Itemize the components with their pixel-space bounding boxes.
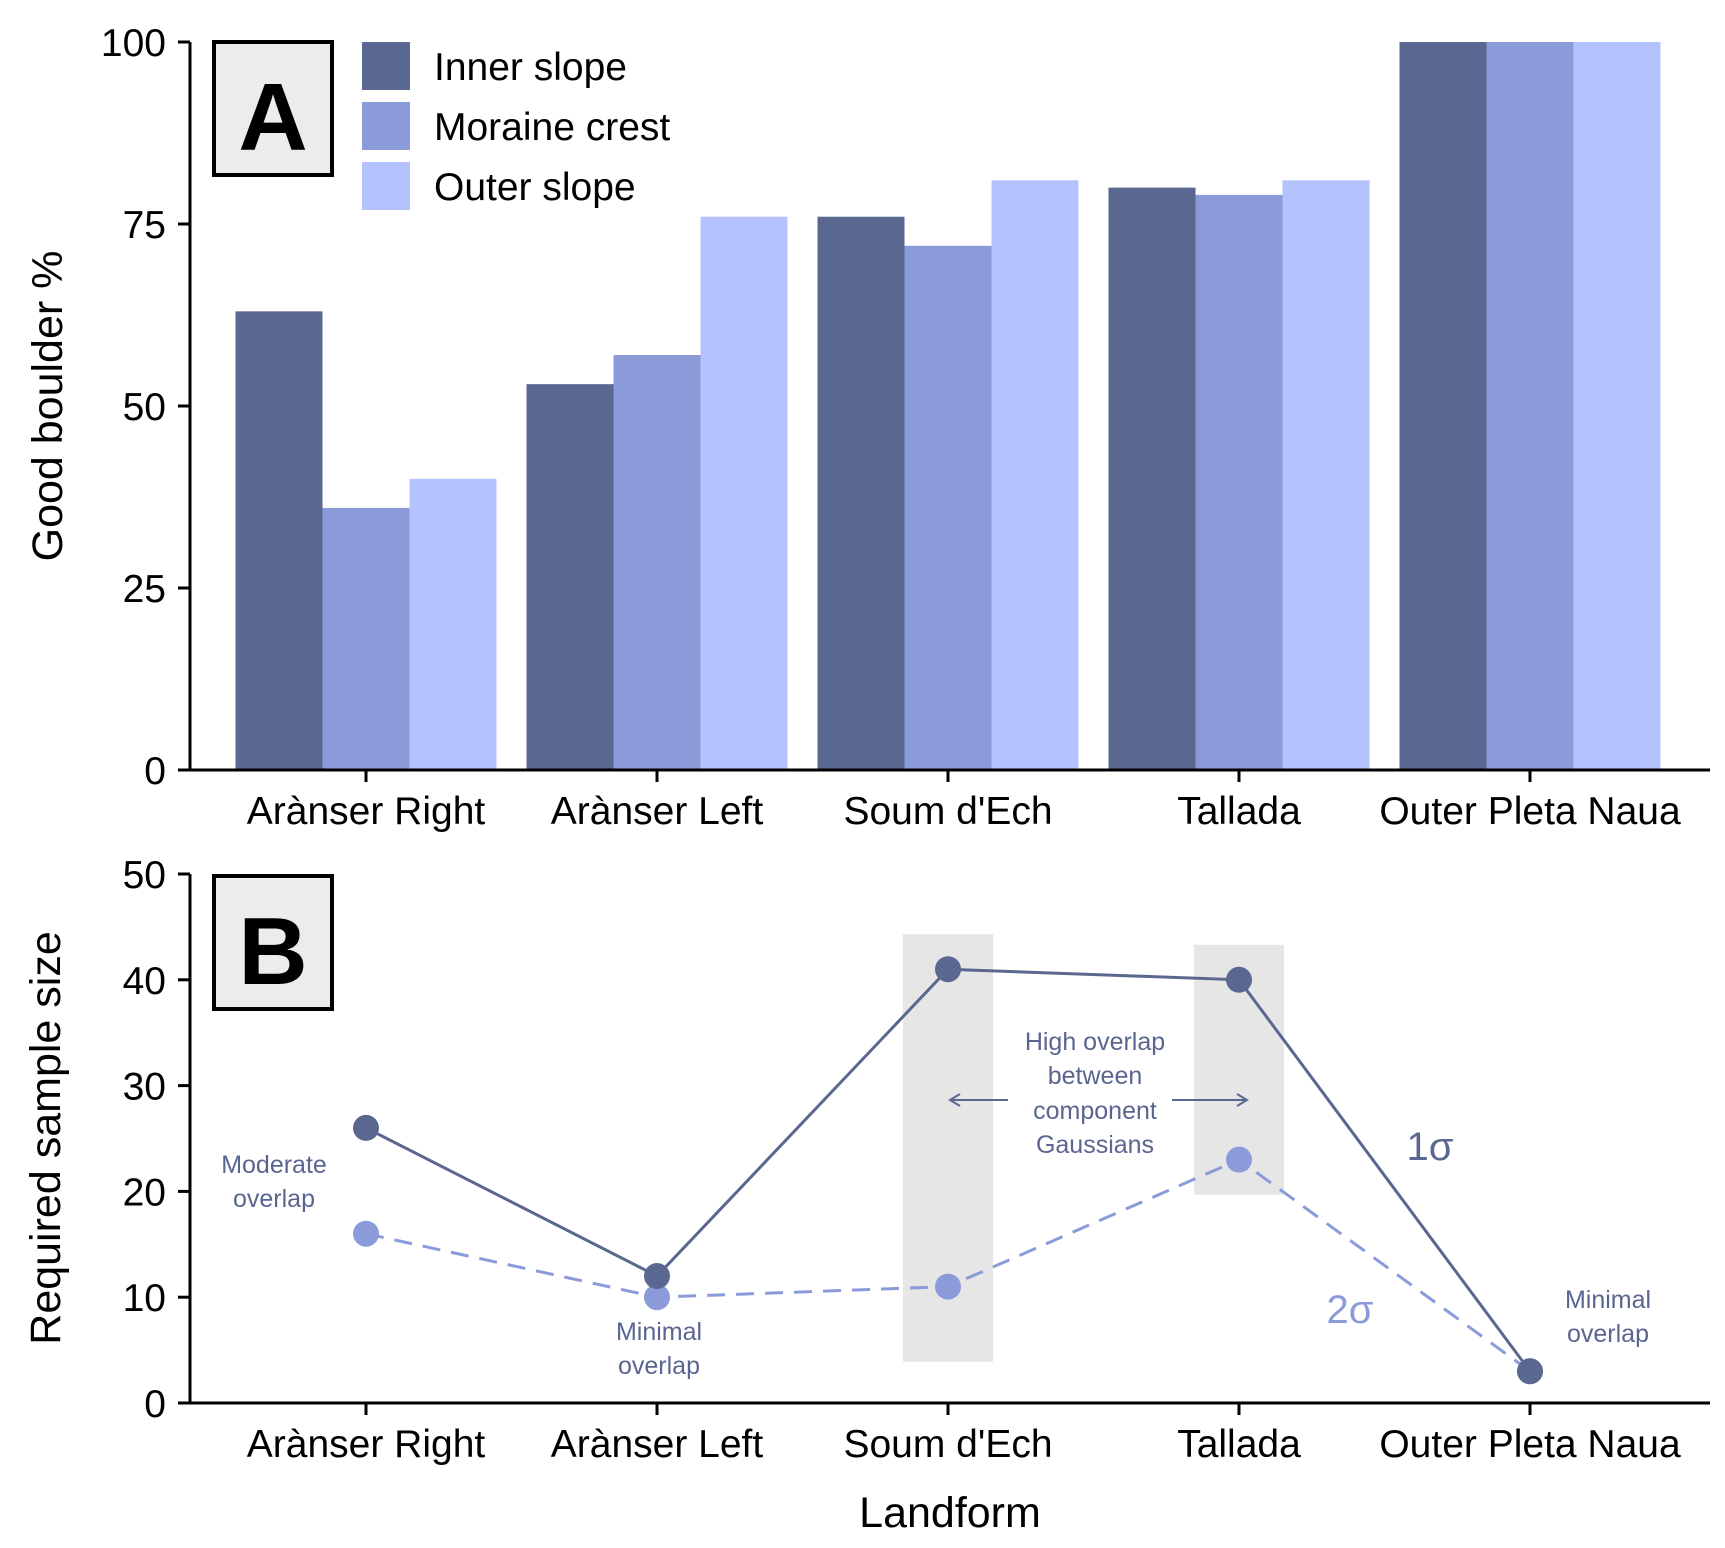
annotation-minimal-overlap-left: Minimal overlap [616,1318,702,1380]
panel-a-y-tick-label-4: 100 [101,22,166,65]
bar-0-2 [817,216,905,771]
panel-a-bars [235,42,1661,771]
bar-0-3 [1108,187,1196,771]
panel-a-y-tick-label-3: 75 [123,204,166,247]
panel-b-y-tick-label-1: 10 [123,1277,166,1320]
panel-b-y-tick-label-0: 0 [144,1383,166,1426]
panel-a-x-axis-ticks: Arànser Right Arànser Left Soum d'Ech Talla… [247,770,1681,833]
bar-0-1 [526,384,614,770]
panel-b-x-axis-ticks: Arànser Right Arànser Left Soum d'Ech Talla… [247,1403,1681,1466]
point-1-0 [353,1220,379,1247]
bar-2-4 [1573,42,1661,770]
point-0-1 [644,1263,670,1290]
bar-1-0 [322,507,410,770]
annotation-minimal-right-line-1: Minimal [1565,1286,1651,1314]
panel-a-y-axis-ticks: 0 25 50 75 100 [101,22,190,793]
legend-label-0: Inner slope [434,46,627,89]
annotation-arrow [948,1093,1249,1107]
bar-2-1 [700,216,788,771]
point-0-4 [1517,1358,1543,1385]
panel-b-y-tick-label-3: 30 [123,1066,166,1109]
panel-b-y-axis-title: Required sample size [22,931,70,1344]
annotation-high-line-3: component [1033,1097,1157,1125]
panel-b-x-tick-label-0: Arànser Right [247,1423,486,1466]
panel-b-letter: B [238,898,307,1005]
annotation-minimal-left-line-2: overlap [618,1352,700,1380]
panel-a-y-tick-label-1: 25 [123,568,166,611]
bar-2-0 [409,478,497,770]
panel-b-y-axis-ticks: 0 10 20 30 40 50 [123,854,190,1426]
panel-a-x-tick-label-1: Arànser Left [551,790,764,833]
series-label-1sigma: 1σ [1407,1125,1454,1169]
bar-1-2 [904,245,992,771]
annotation-moderate-line-1: Moderate [221,1151,327,1179]
annotation-minimal-left-line-1: Minimal [616,1318,702,1346]
point-0-2 [935,956,961,983]
panel-a-x-tick-label-2: Soum d'Ech [843,790,1052,833]
bar-0-0 [235,311,323,770]
panel-a-x-tick-label-3: Tallada [1177,790,1301,833]
panel-a-y-axis-title: Good boulder % [24,251,72,562]
panel-b-x-tick-label-3: Tallada [1177,1423,1301,1466]
panel-b-y-tick-label-2: 20 [123,1171,166,1214]
annotation-high-overlap: High overlap between component Gaussians [948,1028,1249,1159]
series-label-2sigma: 2σ [1327,1288,1374,1332]
panel-b-y-tick-label-5: 50 [123,854,166,897]
panel-b-x-tick-label-2: Soum d'Ech [843,1423,1052,1466]
point-0-0 [353,1114,379,1141]
panel-a-bar-chart: 0 25 50 75 100 Arànser Right Arànser Left Soum… [24,22,1710,833]
bar-0-4 [1399,42,1487,770]
panel-b-series-points [353,956,1543,1385]
point-0-3 [1226,966,1252,993]
legend-swatch-1 [362,102,410,150]
annotation-high-line-2: between [1048,1062,1143,1090]
panel-a-letter: A [238,64,307,171]
panel-a-y-tick-label-0: 0 [144,750,166,793]
panel-a-x-tick-label-0: Arànser Right [247,790,486,833]
bar-1-1 [613,355,701,770]
legend-swatch-2 [362,162,410,210]
panel-b-x-axis-title: Landform [859,1489,1041,1537]
panel-b-label-box: B [212,874,334,1011]
panel-a-y-tick-label-2: 50 [123,386,166,429]
panel-a-label-box: A [212,40,334,177]
point-1-3 [1226,1146,1252,1173]
annotation-minimal-right-line-2: overlap [1567,1320,1649,1348]
bar-2-3 [1282,180,1370,770]
panel-a-legend: Inner slope Moraine crest Outer slope [362,42,670,210]
legend-label-2: Outer slope [434,166,636,209]
annotation-high-line-4: Gaussians [1036,1131,1154,1159]
annotation-high-line-1: High overlap [1025,1028,1165,1056]
bar-2-2 [991,180,1079,770]
bar-1-3 [1195,194,1283,770]
legend-swatch-0 [362,42,410,90]
point-1-1 [644,1284,670,1311]
annotation-minimal-overlap-right: Minimal overlap [1565,1286,1651,1348]
annotation-moderate-line-2: overlap [233,1185,315,1213]
legend-label-1: Moraine crest [434,106,670,149]
panel-b-x-tick-label-1: Arànser Left [551,1423,764,1466]
bar-1-4 [1486,42,1574,770]
panel-a-x-tick-label-4: Outer Pleta Naua [1379,790,1681,833]
panel-b-x-tick-label-4: Outer Pleta Naua [1379,1423,1681,1466]
annotation-moderate-overlap: Moderate overlap [221,1151,327,1213]
panel-b-y-tick-label-4: 40 [123,960,166,1003]
point-1-2 [935,1273,961,1300]
panel-b-line-chart: 0 10 20 30 40 50 Arànser Right Arànser Left Sou… [22,854,1710,1537]
